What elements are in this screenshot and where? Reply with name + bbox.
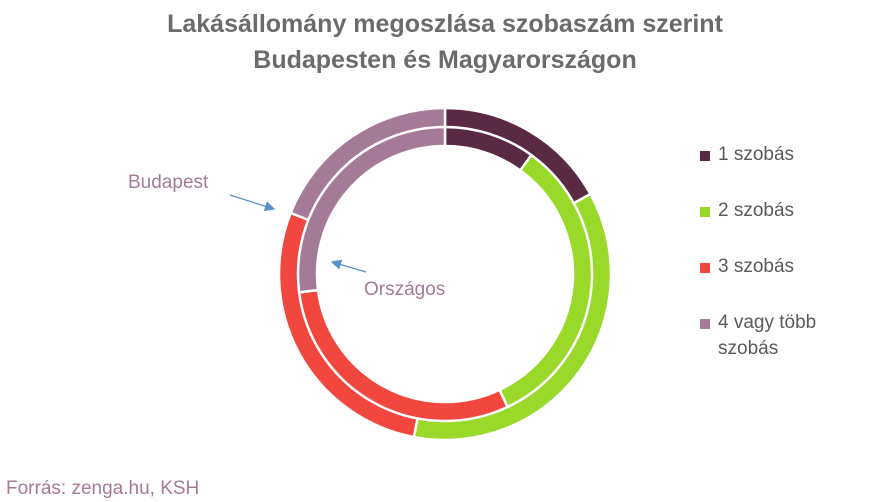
legend-item: 2 szobás [700, 198, 870, 224]
series-label: Budapest [128, 172, 209, 193]
legend-swatch [700, 151, 710, 161]
legend-item: 4 vagy több szobás [700, 310, 870, 362]
legend-label: 3 szobás [718, 256, 795, 277]
legend-item: 1 szobás [700, 142, 870, 168]
chart-title: Lakásállomány megoszlása szobaszám szeri… [167, 10, 723, 38]
legend-label: 2 szobás [718, 200, 795, 221]
ring-segment [296, 125, 447, 294]
legend-item: 3 szobás [700, 254, 870, 280]
legend: 1 szobás 2 szobás 3 szobás 4 vagy több szob… [700, 142, 870, 392]
arrow [330, 259, 367, 273]
chart-title: Budapesten és Magyarországon [253, 46, 636, 74]
rings [277, 106, 613, 442]
ring-segment [297, 288, 510, 423]
legend-swatch [700, 207, 710, 217]
source: Forrás: zenga.hu, KSH [6, 478, 200, 499]
series-label: Országos [364, 279, 445, 300]
arrow [229, 194, 276, 212]
legend-label: 4 vagy több szobás [718, 312, 817, 359]
legend-label: 1 szobás [718, 144, 795, 165]
legend-swatch [700, 263, 710, 273]
legend-swatch [700, 319, 710, 329]
